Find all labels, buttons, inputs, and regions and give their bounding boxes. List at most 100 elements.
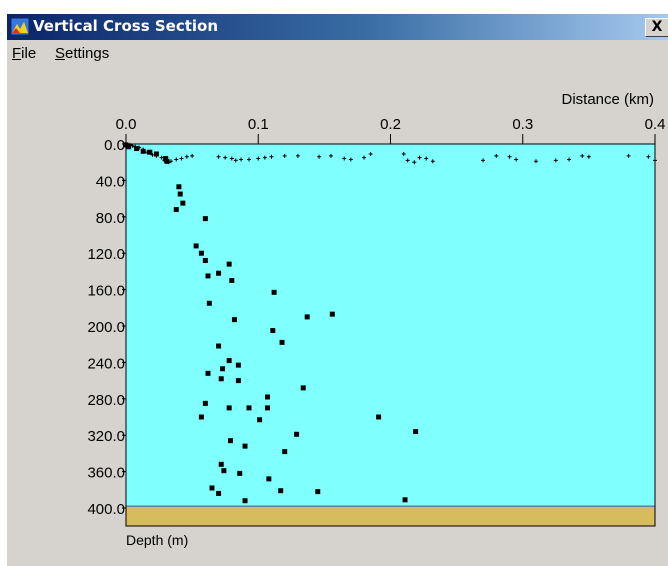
data-point xyxy=(246,405,252,411)
surface-point xyxy=(412,160,417,165)
data-point xyxy=(202,400,208,406)
data-point xyxy=(123,142,129,148)
surface-point xyxy=(223,155,228,160)
surface-point xyxy=(233,158,238,163)
data-point xyxy=(376,414,382,420)
y-tick-label: 200.0 xyxy=(87,319,125,336)
data-point xyxy=(176,184,182,190)
seabed-layer xyxy=(126,506,655,526)
surface-point xyxy=(342,156,347,161)
y-tick-label: 280.0 xyxy=(87,392,125,409)
data-point xyxy=(205,273,211,279)
surface-point xyxy=(424,156,429,161)
surface-point xyxy=(567,157,572,162)
x-tick-label: 0.3 xyxy=(512,116,533,133)
data-point xyxy=(216,490,222,496)
surface-point xyxy=(507,154,512,159)
surface-point xyxy=(348,157,353,162)
surface-point xyxy=(179,156,184,161)
menu-settings-label: ettings xyxy=(65,45,110,62)
data-point xyxy=(279,339,285,345)
data-point xyxy=(202,216,208,222)
surface-point xyxy=(130,143,135,148)
y-tick-label: 40.0 xyxy=(96,173,125,190)
x-tick-label: 0.2 xyxy=(380,116,401,133)
surface-point xyxy=(184,154,189,159)
surface-point xyxy=(481,158,486,163)
data-point xyxy=(271,289,277,295)
data-point xyxy=(126,144,132,150)
data-point xyxy=(209,485,215,491)
surface-point xyxy=(417,155,422,160)
surface-point xyxy=(368,152,373,157)
data-point xyxy=(413,429,419,435)
plot-area xyxy=(126,144,655,508)
menu-bar: File Settings xyxy=(7,42,668,64)
surface-point xyxy=(174,157,179,162)
data-point xyxy=(270,328,276,334)
surface-point xyxy=(580,153,585,158)
data-point xyxy=(265,405,271,411)
menu-settings-mnemonic: S xyxy=(55,45,66,62)
data-point xyxy=(315,489,321,495)
surface-point xyxy=(626,153,631,158)
data-point xyxy=(153,151,159,157)
surface-point xyxy=(256,156,261,161)
title-bar[interactable]: Vertical Cross Section X xyxy=(7,14,668,40)
y-tick-label: 80.0 xyxy=(96,210,125,227)
surface-point xyxy=(269,154,274,159)
data-point xyxy=(216,343,222,349)
data-point xyxy=(226,358,232,364)
x-axis-label: Distance (km) xyxy=(561,91,654,108)
data-point xyxy=(257,417,263,423)
data-point xyxy=(294,431,300,437)
surface-point xyxy=(262,155,267,160)
data-point xyxy=(180,200,186,206)
menu-file[interactable]: File xyxy=(12,45,36,62)
data-point xyxy=(278,488,284,494)
data-point xyxy=(205,370,211,376)
data-point xyxy=(402,497,408,503)
close-button[interactable]: X xyxy=(645,18,668,37)
surface-point xyxy=(246,157,251,162)
surface-point xyxy=(190,153,195,158)
x-tick-label: 0.4 xyxy=(645,116,666,133)
data-point xyxy=(231,317,237,323)
surface-point xyxy=(239,157,244,162)
surface-point xyxy=(401,152,406,157)
surface-point xyxy=(150,152,155,157)
data-point xyxy=(242,443,248,449)
menu-file-mnemonic: F xyxy=(12,45,22,62)
data-point xyxy=(229,278,235,283)
data-point xyxy=(221,468,227,474)
data-point xyxy=(282,449,288,455)
surface-point xyxy=(328,153,333,158)
data-point xyxy=(220,366,226,372)
window-title: Vertical Cross Section xyxy=(33,17,219,35)
menu-file-label: ile xyxy=(21,45,37,62)
data-point xyxy=(193,243,199,249)
data-point xyxy=(237,470,243,476)
data-point xyxy=(226,261,232,267)
data-point xyxy=(304,314,310,320)
menu-settings[interactable]: Settings xyxy=(55,45,109,62)
data-point xyxy=(164,158,170,164)
y-tick-label: 240.0 xyxy=(87,355,125,372)
surface-point xyxy=(317,154,322,159)
surface-point xyxy=(553,158,558,163)
surface-point xyxy=(405,158,410,163)
data-point xyxy=(202,257,208,263)
data-point xyxy=(300,385,306,391)
surface-point xyxy=(494,153,499,158)
data-point xyxy=(235,362,241,368)
surface-point xyxy=(514,157,519,162)
y-axis-label: Depth (m) xyxy=(126,532,188,548)
data-point xyxy=(266,476,272,482)
surface-point xyxy=(533,159,538,164)
data-point xyxy=(226,405,232,411)
data-point xyxy=(198,414,204,420)
cross-section-app-icon xyxy=(11,18,29,35)
data-point xyxy=(265,394,271,400)
x-tick-label: 0.1 xyxy=(248,116,269,133)
